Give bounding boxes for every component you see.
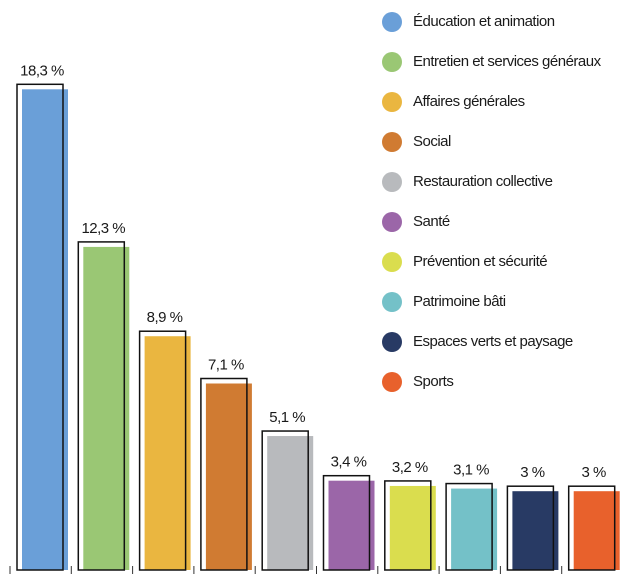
bar-outline — [506, 485, 555, 571]
legend-label: Restauration collective — [413, 173, 553, 190]
bar — [573, 491, 620, 570]
legend-swatch — [382, 52, 402, 72]
bar — [144, 336, 191, 570]
bar-outline — [445, 482, 493, 571]
data-label: 3 % — [520, 464, 545, 481]
bar-outline — [200, 377, 248, 571]
data-label: 8,9 % — [147, 309, 183, 326]
data-label: 3,2 % — [392, 459, 428, 476]
bar — [267, 436, 314, 570]
bar-outline — [322, 474, 371, 571]
bar — [512, 491, 559, 570]
bar-outline — [261, 430, 309, 571]
legend-label: Espaces verts et paysage — [413, 333, 573, 350]
bar — [451, 488, 498, 570]
legend-label: Patrimoine bâti — [413, 293, 506, 310]
legend-swatch — [382, 252, 402, 272]
bar — [389, 485, 436, 570]
legend-swatch — [382, 172, 402, 192]
bar-outline — [384, 480, 432, 571]
legend-swatch — [382, 372, 402, 392]
legend-swatch — [382, 132, 402, 152]
legend-label: Affaires générales — [413, 93, 525, 110]
data-label: 3,1 % — [453, 462, 489, 479]
bar — [205, 383, 252, 570]
data-label: 3,4 % — [331, 454, 367, 471]
bar-outline — [567, 485, 616, 571]
bar — [83, 246, 130, 570]
legend-label: Prévention et sécurité — [413, 253, 547, 270]
data-label: 18,3 % — [20, 62, 64, 79]
legend-swatch — [382, 92, 402, 112]
bar-outline — [16, 83, 64, 571]
data-label: 3 % — [582, 464, 607, 481]
legend-label: Social — [413, 133, 451, 150]
data-label: 7,1 % — [208, 356, 244, 373]
bar — [328, 480, 375, 570]
legend-swatch — [382, 12, 402, 32]
legend-swatch — [382, 332, 402, 352]
bar-outline — [77, 241, 126, 571]
legend-swatch — [382, 292, 402, 312]
legend-swatch — [382, 212, 402, 232]
bar — [22, 89, 68, 571]
legend-label: Éducation et animation — [413, 13, 555, 30]
data-label: 5,1 % — [269, 409, 305, 426]
data-label: 12,3 % — [81, 220, 125, 237]
legend-label: Santé — [413, 213, 450, 230]
legend-label: Entretien et services généraux — [413, 53, 602, 70]
bar-outline — [138, 330, 187, 571]
legend-label: Sports — [413, 373, 453, 390]
